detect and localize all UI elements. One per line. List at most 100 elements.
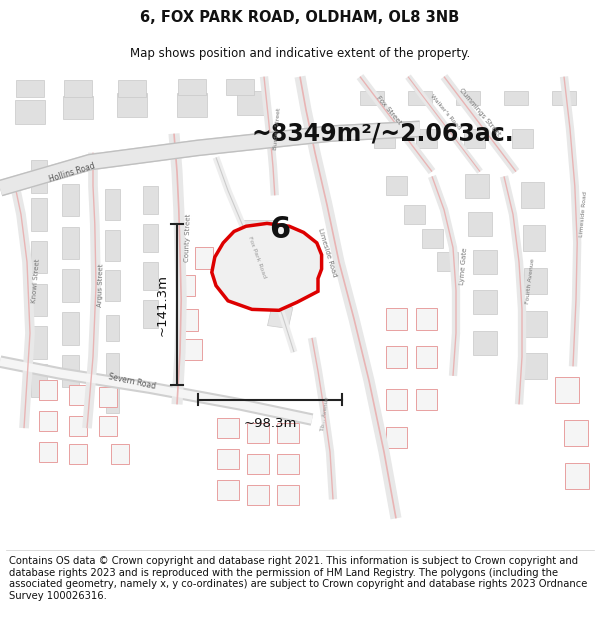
Bar <box>360 91 384 105</box>
Bar <box>386 176 407 196</box>
Bar <box>268 304 293 329</box>
Bar <box>386 427 407 448</box>
Text: Burder Street: Burder Street <box>273 107 281 150</box>
Bar <box>473 250 497 274</box>
Polygon shape <box>212 223 322 311</box>
Bar <box>415 308 437 329</box>
Text: Limeside Road: Limeside Road <box>317 228 337 278</box>
Bar <box>277 423 299 443</box>
Bar <box>552 91 576 105</box>
Bar <box>184 339 202 361</box>
Text: Limeside Road: Limeside Road <box>580 191 588 238</box>
Bar <box>456 91 480 105</box>
Text: Fourth Avenue: Fourth Avenue <box>524 258 535 304</box>
Bar <box>69 444 87 464</box>
Bar <box>106 386 119 412</box>
Bar <box>178 79 206 96</box>
Text: Knowl Street: Knowl Street <box>31 259 41 303</box>
Bar <box>62 269 79 302</box>
Bar <box>31 160 47 192</box>
Bar <box>511 129 533 148</box>
Bar <box>408 91 432 105</box>
Bar <box>226 79 254 96</box>
Text: 6, FOX PARK ROAD, OLDHAM, OL8 3NB: 6, FOX PARK ROAD, OLDHAM, OL8 3NB <box>140 11 460 26</box>
Bar <box>39 411 57 431</box>
Bar <box>386 308 407 329</box>
Bar <box>564 420 588 446</box>
Bar <box>524 353 547 379</box>
Bar <box>404 205 425 224</box>
Bar <box>69 385 87 405</box>
Bar <box>106 189 120 220</box>
Bar <box>386 389 407 410</box>
Bar <box>118 80 146 97</box>
Bar <box>63 96 93 119</box>
Bar <box>374 129 395 148</box>
Text: 6: 6 <box>269 216 290 244</box>
Bar <box>39 380 57 400</box>
Bar <box>62 355 79 388</box>
Bar <box>31 198 47 231</box>
Text: Hollins Road: Hollins Road <box>48 161 96 184</box>
Bar <box>143 300 157 328</box>
Bar <box>62 184 79 216</box>
Bar <box>473 291 497 314</box>
Text: Lyme Gate: Lyme Gate <box>458 248 468 286</box>
Bar <box>240 243 264 291</box>
Bar <box>106 230 120 261</box>
Bar <box>31 364 47 397</box>
Bar <box>260 249 293 275</box>
Bar <box>386 346 407 368</box>
Bar <box>524 268 547 294</box>
Bar <box>69 416 87 436</box>
Bar <box>31 241 47 273</box>
Bar <box>277 454 299 474</box>
Text: ~141.3m: ~141.3m <box>155 274 169 336</box>
Bar <box>237 91 267 114</box>
Bar <box>247 423 269 443</box>
Text: Cummings Street: Cummings Street <box>458 87 502 138</box>
Bar <box>111 444 129 464</box>
Text: ~8349m²/~2.063ac.: ~8349m²/~2.063ac. <box>252 122 515 146</box>
Bar <box>468 212 492 236</box>
Bar <box>247 454 269 474</box>
Bar <box>62 227 79 259</box>
Text: Argus Street: Argus Street <box>97 264 104 308</box>
Bar <box>421 229 443 248</box>
Bar <box>143 186 157 214</box>
Text: Tib... Avenue: Tib... Avenue <box>320 396 330 432</box>
Bar <box>117 93 147 117</box>
Bar <box>39 442 57 462</box>
Bar <box>243 286 291 307</box>
Bar <box>217 449 239 469</box>
Bar <box>521 182 544 209</box>
Bar <box>16 80 44 97</box>
Bar <box>177 275 195 296</box>
Bar <box>106 353 119 379</box>
Bar <box>465 174 489 198</box>
Bar <box>106 315 119 341</box>
Bar <box>143 224 157 253</box>
Bar <box>555 377 579 403</box>
Bar <box>240 220 276 246</box>
Text: Map shows position and indicative extent of the property.: Map shows position and indicative extent… <box>130 48 470 61</box>
Bar <box>524 311 547 337</box>
Text: Fox Street: Fox Street <box>375 94 403 125</box>
Bar <box>415 389 437 410</box>
Bar <box>473 331 497 354</box>
Bar <box>180 309 198 331</box>
Text: Walker's Road: Walker's Road <box>429 94 461 131</box>
Bar <box>247 484 269 504</box>
Bar <box>31 326 47 359</box>
Bar <box>64 80 92 97</box>
Bar <box>177 93 207 117</box>
Text: Fox Park Road: Fox Park Road <box>247 236 266 279</box>
Bar <box>415 129 437 148</box>
Bar <box>523 225 545 251</box>
Bar <box>143 262 157 291</box>
Bar <box>565 462 589 489</box>
Bar <box>415 346 437 368</box>
Bar <box>504 91 528 105</box>
Bar <box>217 480 239 500</box>
Bar <box>437 253 458 271</box>
